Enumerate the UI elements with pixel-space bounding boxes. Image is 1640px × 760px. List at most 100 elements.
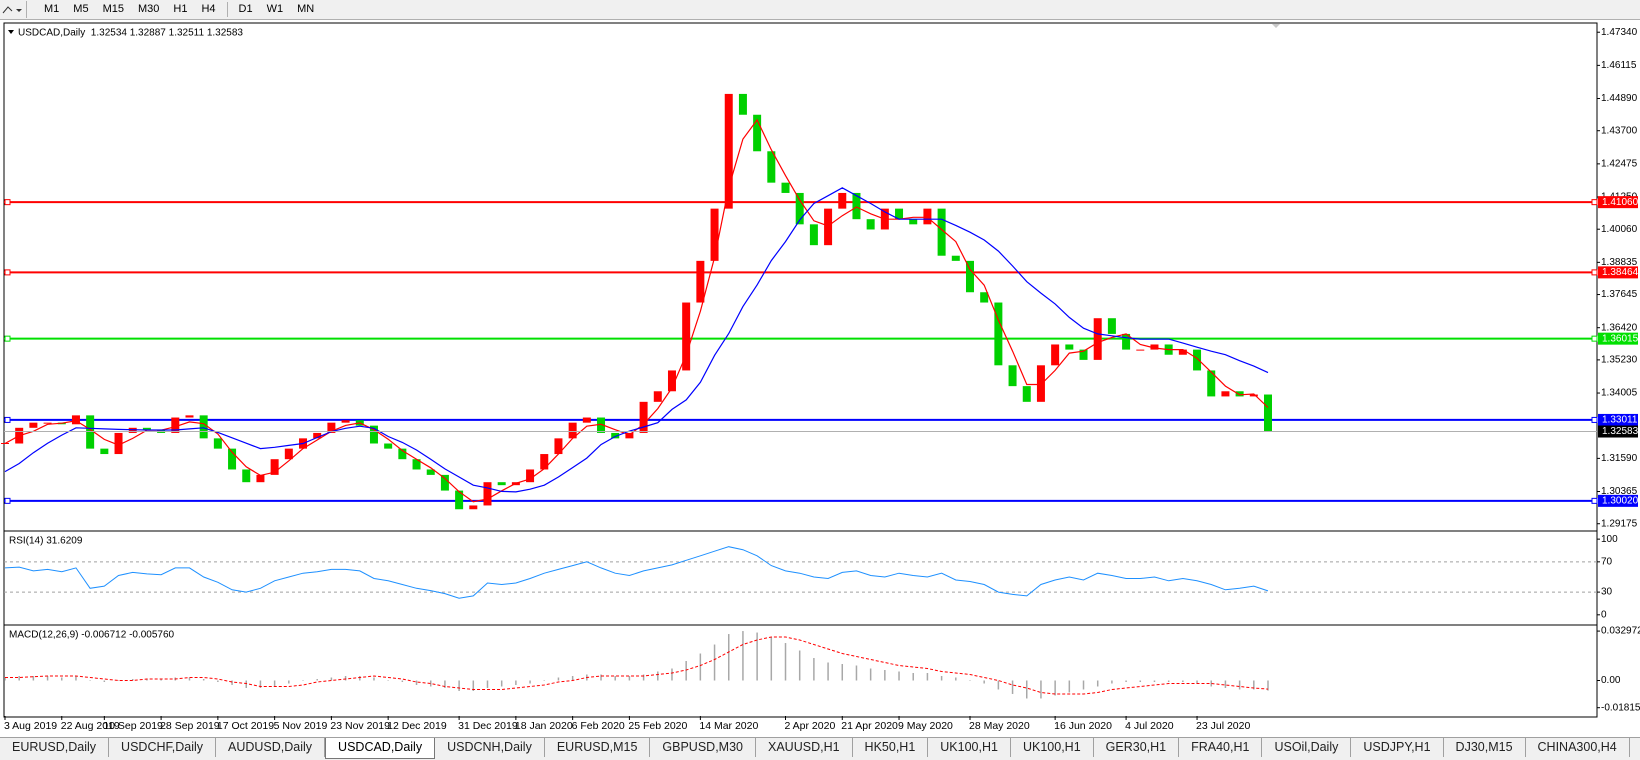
candle bbox=[1235, 391, 1244, 397]
chart-tab[interactable]: XAUUSD,H1 bbox=[756, 738, 853, 757]
x-tick-label: 28 Sep 2019 bbox=[160, 720, 220, 732]
chart-tab[interactable]: EURUSD,Daily bbox=[0, 738, 110, 757]
timeframe-button[interactable]: M30 bbox=[137, 3, 160, 15]
y-tick-label: 1.37645 bbox=[1601, 289, 1638, 300]
level-handle bbox=[1591, 199, 1598, 206]
header-arrow bbox=[8, 30, 14, 34]
candle bbox=[568, 422, 577, 439]
timeframe-button[interactable]: M1 bbox=[44, 3, 60, 15]
chart-tab[interactable]: CHINA300,H4 bbox=[1526, 738, 1630, 757]
candle bbox=[142, 427, 151, 430]
candle bbox=[639, 401, 648, 433]
x-tick-label: 5 Nov 2019 bbox=[274, 720, 328, 732]
candle bbox=[682, 302, 691, 371]
chart-tab[interactable]: USDCAD,Daily bbox=[325, 738, 436, 759]
y-tick-label: 30 bbox=[1601, 587, 1613, 598]
chart-tab[interactable]: GBPUSD,M30 bbox=[650, 738, 756, 757]
candle bbox=[781, 182, 790, 193]
level-label-box bbox=[1598, 266, 1638, 279]
candle bbox=[1093, 318, 1102, 360]
level-handle bbox=[1591, 269, 1598, 276]
chart-tab[interactable]: DJ30,M15 bbox=[1444, 738, 1526, 757]
candle bbox=[384, 443, 393, 449]
x-tick-label: 25 Feb 2020 bbox=[628, 720, 687, 732]
level-handle bbox=[4, 199, 11, 206]
candle bbox=[171, 417, 180, 433]
chart-tab[interactable]: HK50,H1 bbox=[853, 738, 929, 757]
chart-tab[interactable]: USDCHF,Daily bbox=[109, 738, 216, 757]
candle bbox=[1008, 365, 1017, 387]
candle bbox=[1264, 394, 1272, 432]
level-label: 1.30020 bbox=[1602, 496, 1639, 507]
candle bbox=[185, 415, 194, 418]
level-handle bbox=[1591, 497, 1598, 504]
candle bbox=[412, 459, 421, 470]
chart-tab[interactable]: AUDUSD,Daily bbox=[216, 738, 326, 757]
y-tick-label: 1.35230 bbox=[1601, 355, 1638, 366]
candle bbox=[1221, 391, 1230, 397]
timeframe-button[interactable]: M15 bbox=[102, 3, 124, 15]
y-tick-label: 1.29175 bbox=[1601, 518, 1638, 529]
candle bbox=[469, 505, 478, 510]
timeframe-button[interactable]: W1 bbox=[266, 3, 284, 15]
x-tick-label: 3 Aug 2019 bbox=[4, 720, 57, 732]
candle bbox=[341, 420, 350, 423]
y-tick-label: 1.46115 bbox=[1601, 60, 1637, 71]
y-tick-label: 0 bbox=[1601, 609, 1607, 620]
chart-tab[interactable]: USDJPY,H1 bbox=[1351, 738, 1444, 757]
chart-tab[interactable]: FRA40,H1 bbox=[1179, 738, 1263, 757]
level-handle bbox=[4, 416, 11, 423]
candle bbox=[1178, 349, 1187, 355]
current-price-label: 1.32583 bbox=[1602, 426, 1639, 437]
candle bbox=[724, 93, 733, 209]
candle bbox=[29, 422, 38, 428]
timeframe-button[interactable]: M5 bbox=[73, 3, 89, 15]
candle bbox=[540, 454, 549, 470]
y-tick-label: 1.42475 bbox=[1601, 158, 1638, 169]
chart-tab[interactable]: GER30,H1 bbox=[1094, 738, 1180, 757]
level-label: 1.41060 bbox=[1602, 197, 1639, 208]
timeframe-button[interactable]: H1 bbox=[173, 3, 188, 15]
candle bbox=[114, 432, 123, 455]
chart-tab[interactable]: UK100,H1 bbox=[928, 738, 1011, 757]
level-label-box bbox=[1598, 413, 1638, 426]
x-tick-label: 23 Jul 2020 bbox=[1196, 720, 1250, 732]
candle bbox=[838, 192, 847, 209]
candle bbox=[909, 219, 918, 225]
timeframe-button[interactable]: D1 bbox=[238, 3, 253, 15]
x-tick-label: 28 May 2020 bbox=[969, 720, 1030, 732]
chart-tabs: EURUSD,Daily USDCHF,Daily AUDUSD,Daily USDC… bbox=[0, 737, 1640, 760]
y-tick-label: 0.00 bbox=[1601, 675, 1621, 686]
candle bbox=[809, 224, 818, 246]
chart-tab[interactable]: UK100,H1 bbox=[1011, 738, 1094, 757]
chart-tab[interactable]: USOil,H4 bbox=[1630, 738, 1640, 757]
candle bbox=[1022, 386, 1031, 402]
level-handle bbox=[4, 335, 11, 342]
candle bbox=[653, 391, 662, 402]
candle bbox=[256, 474, 265, 483]
chart-tab[interactable]: EURUSD,M15 bbox=[545, 738, 651, 757]
candle bbox=[852, 192, 861, 220]
candle bbox=[625, 432, 634, 439]
candle bbox=[199, 415, 208, 439]
y-tick-label: 1.47340 bbox=[1601, 27, 1638, 38]
level-handle bbox=[4, 269, 11, 276]
candle bbox=[1051, 344, 1060, 366]
candle bbox=[824, 208, 833, 246]
timeframe-button[interactable]: H4 bbox=[201, 3, 216, 15]
chart-tab[interactable]: USOil,Daily bbox=[1262, 738, 1352, 757]
toolbar-icon[interactable] bbox=[0, 1, 27, 18]
candle bbox=[128, 427, 137, 433]
candle bbox=[795, 192, 804, 225]
candle bbox=[738, 93, 747, 115]
panel-header: RSI(14) 31.6209 bbox=[9, 536, 83, 547]
y-tick-label: 1.38835 bbox=[1601, 257, 1638, 268]
indicator-line bbox=[4, 546, 1269, 599]
level-handle bbox=[1591, 416, 1598, 423]
candle bbox=[1107, 318, 1116, 334]
candle bbox=[398, 448, 407, 460]
chart-tab[interactable]: USDCNH,Daily bbox=[435, 738, 545, 757]
timeframe-button[interactable]: MN bbox=[297, 3, 315, 15]
timeframe-toolbar: M1 M5 M15 M30 H1 H4 D1 W1 MN bbox=[0, 0, 1640, 20]
